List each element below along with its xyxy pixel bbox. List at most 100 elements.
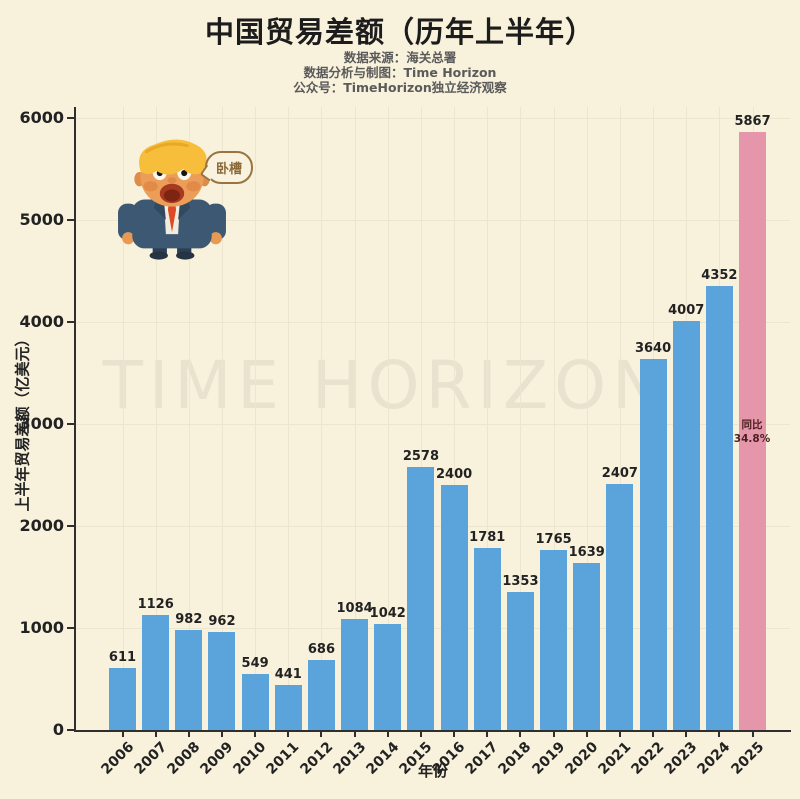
subtitle-author: 数据分析与制图：Time Horizon — [303, 65, 497, 80]
x-tick-mark — [121, 732, 124, 737]
bar-value-2014: 1042 — [369, 605, 406, 621]
y-tick-label: 3000 — [19, 414, 64, 433]
y-axis-line — [74, 107, 76, 732]
y-tick-label: 0 — [52, 720, 64, 739]
speech-bubble: 卧槽 — [205, 151, 254, 184]
bar-2014 — [374, 623, 402, 730]
bar-2007 — [142, 615, 170, 730]
bar-2006 — [109, 667, 136, 730]
x-tick-mark — [419, 732, 422, 737]
bar-2015 — [407, 467, 435, 730]
v-gridline — [619, 107, 621, 730]
y-tick-mark — [67, 117, 74, 119]
yoy-label: 同比 — [741, 419, 763, 431]
x-tick-mark — [486, 732, 489, 737]
bar-value-2013: 1084 — [336, 601, 373, 617]
y-tick-mark — [67, 321, 74, 323]
v-gridline — [288, 107, 290, 730]
bar-value-2023: 4007 — [668, 303, 705, 319]
bar-value-2012: 686 — [307, 642, 336, 658]
x-tick-mark — [519, 732, 522, 737]
bar-value-2011: 441 — [274, 667, 302, 683]
x-tick-mark — [320, 732, 323, 737]
x-tick-mark — [718, 732, 721, 737]
v-gridline — [454, 107, 456, 730]
x-axis-title: 年份 — [417, 762, 448, 780]
y-tick-mark — [67, 219, 74, 221]
bar-2018 — [506, 591, 534, 730]
x-tick-mark — [552, 732, 555, 737]
v-gridline — [321, 107, 323, 730]
yoy-value: 34.8% — [733, 433, 771, 445]
x-tick-mark — [618, 732, 621, 737]
bar-2012 — [307, 660, 335, 730]
v-gridline — [122, 107, 124, 730]
v-gridline — [155, 107, 157, 730]
y-tick-mark — [67, 729, 74, 731]
bar-value-2015: 2578 — [402, 449, 440, 465]
bar-2013 — [341, 619, 369, 730]
bar-2025 — [739, 131, 767, 730]
bar-value-2017: 1781 — [469, 530, 506, 546]
bar-value-2007: 1126 — [137, 597, 174, 613]
v-gridline — [586, 107, 588, 730]
bar-value-2024: 4352 — [701, 268, 738, 284]
v-gridline — [553, 107, 555, 730]
bar-2008 — [175, 629, 203, 730]
x-tick-mark — [685, 732, 688, 737]
v-gridline — [420, 107, 422, 730]
subtitle-account: 公众号：TimeHorizon独立经济观察 — [293, 80, 507, 95]
h-gridline — [75, 322, 790, 323]
h-gridline — [75, 118, 790, 119]
h-gridline — [75, 220, 790, 221]
bar-value-2009: 962 — [208, 613, 236, 629]
y-tick-label: 5000 — [19, 210, 64, 229]
bar-2022 — [639, 358, 667, 730]
y-tick-label: 4000 — [19, 312, 64, 331]
chart-subtitles: 数据来源：海关总署 数据分析与制图：Time Horizon 公众号：TimeH… — [0, 50, 800, 95]
page-title: 中国贸易差额（历年上半年） — [204, 15, 595, 49]
bar-2010 — [241, 674, 269, 730]
bar-2021 — [606, 484, 634, 730]
bar-2017 — [473, 548, 501, 730]
y-axis-title: 上半年贸易差额（亿美元） — [13, 331, 32, 512]
bar-value-2021: 2407 — [601, 466, 638, 482]
y-tick-mark — [67, 627, 74, 629]
x-tick-mark — [254, 732, 257, 737]
x-tick-mark — [652, 732, 655, 737]
x-tick-mark — [353, 732, 356, 737]
bar-value-2019: 1765 — [535, 531, 572, 547]
bar-2009 — [208, 631, 236, 730]
trump-figurine-illustration — [118, 139, 226, 260]
y-tick-mark — [67, 525, 74, 527]
bar-value-2010: 549 — [241, 656, 269, 671]
x-tick-mark — [585, 732, 588, 737]
bar-value-2025: 5867 — [734, 113, 771, 129]
subtitle-source: 数据来源：海关总署 — [343, 50, 457, 65]
y-tick-label: 1000 — [19, 618, 64, 637]
x-tick-mark — [386, 732, 389, 737]
bar-2024 — [705, 286, 733, 730]
yoy-growth-annotation: 同比 34.8% — [732, 418, 772, 446]
x-tick-mark — [287, 732, 290, 737]
bar-2023 — [672, 321, 700, 730]
v-gridline — [387, 107, 389, 730]
bar-2019 — [540, 549, 568, 730]
bar-value-2008: 982 — [175, 611, 203, 627]
v-gridline — [255, 107, 257, 730]
v-gridline — [487, 107, 489, 730]
x-axis-line — [74, 730, 791, 732]
x-tick-mark — [751, 732, 754, 737]
bar-value-2006: 611 — [108, 649, 137, 665]
x-tick-mark — [154, 732, 157, 737]
bar-2011 — [274, 685, 302, 730]
watermark-text: TIME HORIZON — [102, 347, 668, 424]
v-gridline — [188, 107, 190, 730]
y-tick-label: 6000 — [19, 108, 64, 127]
bar-2020 — [573, 562, 601, 730]
y-tick-mark — [67, 423, 74, 425]
v-gridline — [221, 107, 223, 730]
bar-2016 — [440, 485, 468, 730]
